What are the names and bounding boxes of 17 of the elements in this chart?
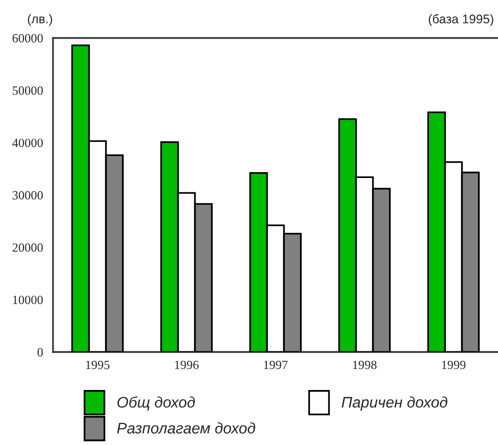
y-tick-label: 40000: [12, 138, 43, 148]
x-tick-label: 1998: [353, 360, 377, 370]
x-tick-label: 1996: [175, 360, 199, 370]
x-tick-label: 1997: [264, 360, 288, 370]
y-tick-label: 30000: [12, 191, 43, 200]
y-tick-label: 50000: [12, 86, 43, 95]
y-tick-label: 0: [38, 348, 43, 356]
y-axis-title: (лв.): [28, 14, 52, 26]
y-tick-label: 60000: [12, 34, 43, 42]
x-tick-label: 1999: [442, 360, 466, 370]
text: (база 1995): [428, 14, 494, 26]
x-tick-label: 1995: [86, 360, 110, 370]
legend-label: Паричен доход: [342, 396, 448, 411]
legend-label: Разполагаем доход: [117, 422, 256, 434]
legend-label: Общ доход: [117, 396, 195, 411]
y-tick-label: 10000: [13, 296, 43, 304]
y-tick-label: 20000: [12, 243, 43, 252]
